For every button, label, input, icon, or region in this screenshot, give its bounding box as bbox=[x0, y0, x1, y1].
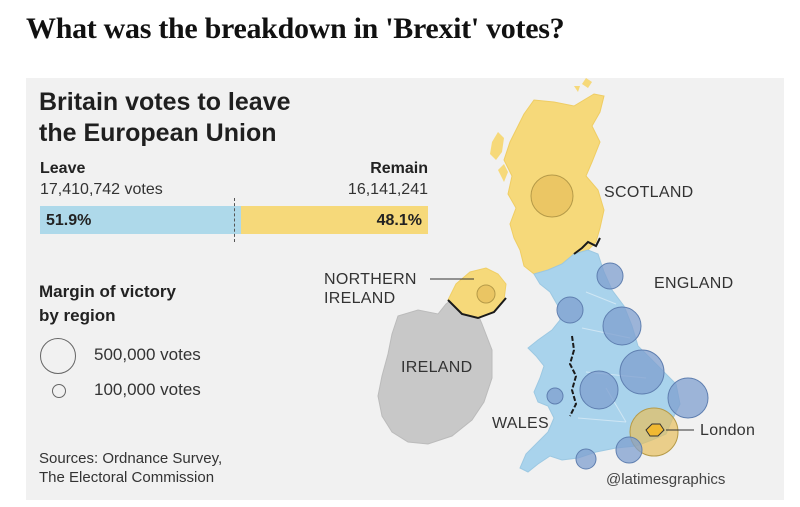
majority-divider bbox=[234, 198, 235, 242]
south-east-margin-circle bbox=[615, 436, 643, 464]
leave-pct: 51.9% bbox=[46, 212, 92, 229]
legend-title-line1: Margin of victory bbox=[39, 282, 176, 301]
remain-votes: 16,141,241 bbox=[347, 181, 428, 198]
legend-title: Margin of victory by region bbox=[39, 280, 239, 328]
northern-ireland-label: NORTHERN IRELAND bbox=[324, 270, 417, 308]
remain-bar bbox=[241, 206, 428, 234]
legend-large-label: 500,000 votes bbox=[94, 345, 201, 364]
yorkshire-margin-circle bbox=[602, 306, 642, 346]
wales-label: WALES bbox=[492, 415, 549, 432]
east-midlands-margin-circle bbox=[619, 349, 665, 395]
north-west-margin-circle bbox=[556, 296, 584, 324]
east-england-margin-circle bbox=[667, 377, 709, 419]
remain-pct: 48.1% bbox=[376, 212, 422, 229]
graphic-title: Britain votes to leave the European Unio… bbox=[39, 87, 359, 149]
credit-handle: @latimesgraphics bbox=[606, 471, 726, 488]
leave-bar bbox=[40, 206, 241, 234]
wales-margin-circle bbox=[546, 387, 564, 405]
northern-ireland-margin-circle bbox=[476, 284, 496, 304]
graphic-title-line1: Britain votes to leave bbox=[39, 88, 291, 116]
margin-circles bbox=[476, 174, 709, 470]
south-west-margin-circle bbox=[575, 448, 597, 470]
legend-small-circle bbox=[52, 384, 66, 398]
west-midlands-margin-circle bbox=[579, 370, 619, 410]
legend-title-line2: by region bbox=[39, 306, 116, 325]
england-label: ENGLAND bbox=[654, 275, 734, 292]
legend-large-circle bbox=[40, 338, 76, 374]
wales-england-border bbox=[568, 335, 578, 417]
ireland-label: IRELAND bbox=[401, 359, 473, 376]
scotland-margin-circle bbox=[530, 174, 574, 218]
legend-small-label: 100,000 votes bbox=[94, 380, 201, 399]
graphic-title-line2: the European Union bbox=[39, 119, 277, 147]
hebrides-island-2 bbox=[498, 164, 508, 182]
sources: Sources: Ordnance Survey, The Electoral … bbox=[39, 449, 222, 487]
page-heading: What was the breakdown in 'Brexit' votes… bbox=[26, 12, 565, 45]
northern-ireland-label-line2: IRELAND bbox=[324, 290, 396, 307]
uk-map bbox=[377, 78, 709, 473]
orkney-islands bbox=[574, 78, 592, 92]
leave-label: Leave bbox=[40, 160, 86, 177]
scotland-england-border bbox=[573, 237, 601, 255]
scotland-label: SCOTLAND bbox=[604, 184, 694, 201]
hebrides-island bbox=[490, 132, 504, 160]
remain-label: Remain bbox=[370, 160, 428, 177]
london-label: London bbox=[700, 422, 756, 439]
london-shape bbox=[645, 423, 665, 437]
northern-ireland-label-line1: NORTHERN bbox=[324, 271, 417, 288]
northern-ireland-border bbox=[447, 297, 507, 320]
leave-votes: 17,410,742 votes bbox=[40, 181, 163, 198]
north-east-margin-circle bbox=[596, 262, 624, 290]
infographic-panel: Britain votes to leave the European Unio… bbox=[26, 78, 784, 500]
sources-line2: The Electoral Commission bbox=[39, 469, 215, 486]
sources-line1: Sources: Ordnance Survey, bbox=[39, 450, 223, 467]
